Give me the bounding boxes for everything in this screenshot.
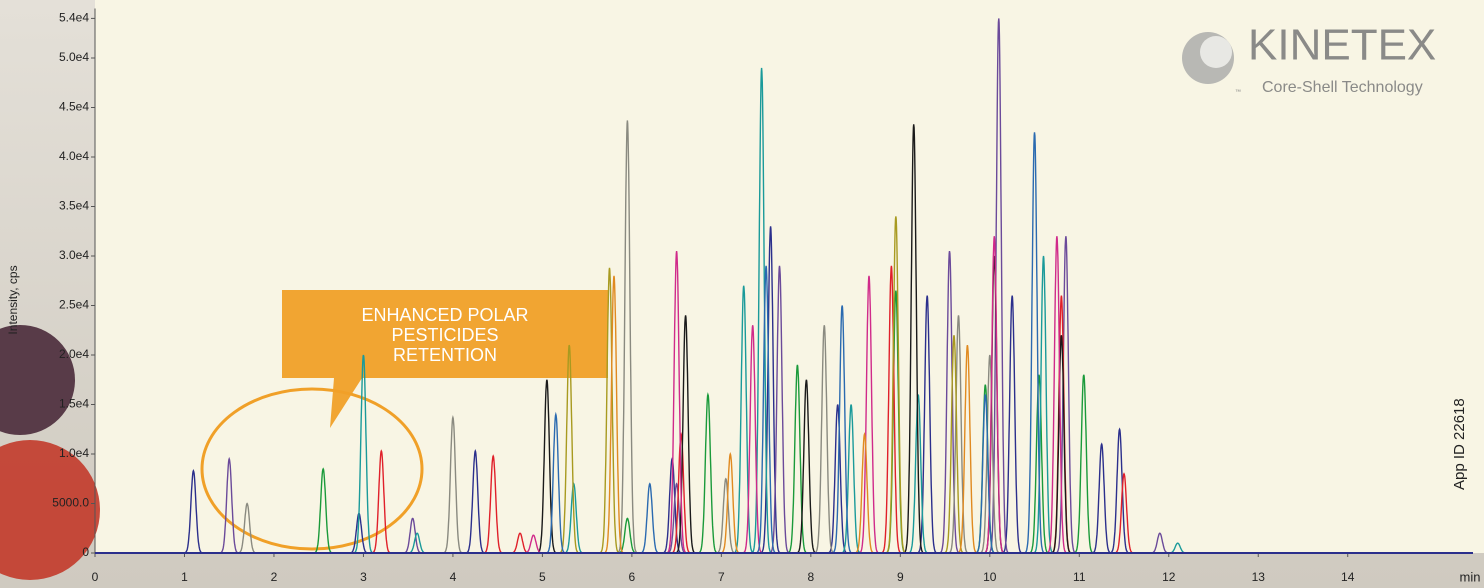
y-tick-label: 4.5e4: [59, 100, 89, 114]
callout-text: PESTICIDES: [391, 325, 498, 345]
y-tick-label: 3.0e4: [59, 248, 89, 262]
x-tick-label: 4: [450, 570, 457, 584]
y-tick-label: 1.0e4: [59, 446, 89, 460]
logo-sphere-highlight: [1200, 36, 1232, 68]
peak: [986, 18, 1012, 554]
callout: [282, 290, 608, 428]
peak: [601, 275, 627, 554]
peak: [614, 120, 640, 554]
x-tick-label: 14: [1341, 570, 1355, 584]
y-tick-label: 0: [82, 545, 89, 559]
peak: [937, 250, 963, 554]
y-tick-label: 5000.0: [52, 496, 89, 510]
y-tick-label: 1.5e4: [59, 397, 89, 411]
peach-decor: [0, 440, 100, 580]
x-tick-label: 0: [92, 570, 99, 584]
logo-tm: ™: [1235, 89, 1241, 96]
x-tick-label: 2: [271, 570, 278, 584]
peak: [914, 295, 940, 554]
y-tick-label: 4.0e4: [59, 149, 89, 163]
y-tick-label: 5.0e4: [59, 50, 89, 64]
plot-background: [95, 0, 1484, 553]
peak: [856, 275, 882, 554]
peak: [753, 265, 779, 554]
peak: [901, 124, 927, 554]
x-tick-label: 5: [539, 570, 546, 584]
peak: [664, 251, 690, 554]
x-tick-label: 3: [360, 570, 367, 584]
y-tick-label: 3.5e4: [59, 199, 89, 213]
y-tick-label: 2.0e4: [59, 347, 89, 361]
x-tick-label: 9: [897, 570, 904, 584]
peak: [1022, 132, 1048, 554]
logo-name: KINETEX: [1248, 21, 1436, 70]
x-tick-label: 7: [718, 570, 725, 584]
peak: [999, 295, 1025, 554]
callout-text: RETENTION: [393, 345, 497, 365]
x-tick-label: 10: [983, 570, 997, 584]
x-tick-label: 12: [1162, 570, 1176, 584]
peak: [883, 216, 909, 554]
highlight-ellipse: [200, 387, 424, 551]
peak: [749, 67, 775, 554]
x-axis-label: min: [1460, 569, 1481, 584]
peak: [1053, 236, 1079, 554]
peak: [597, 267, 622, 554]
plum-decor: [0, 325, 75, 435]
x-tick-label: 8: [808, 570, 815, 584]
peak: [758, 226, 784, 554]
y-tick-label: 5.4e4: [59, 11, 89, 25]
callout-text: ENHANCED POLAR: [361, 305, 528, 325]
peak: [1031, 255, 1056, 554]
x-tick-label: 13: [1252, 570, 1266, 584]
x-tick-label: 6: [629, 570, 636, 584]
y-tick-label: 2.5e4: [59, 298, 89, 312]
peak: [878, 265, 904, 554]
app-id: App ID 22618: [1451, 398, 1468, 490]
logo-tagline: Core-Shell Technology: [1262, 79, 1423, 96]
peak: [1044, 236, 1070, 554]
peak: [981, 236, 1007, 554]
y-axis-label: Intensity, cps: [6, 265, 20, 334]
x-tick-label: 1: [181, 570, 188, 584]
x-tick-label: 11: [1073, 570, 1086, 584]
